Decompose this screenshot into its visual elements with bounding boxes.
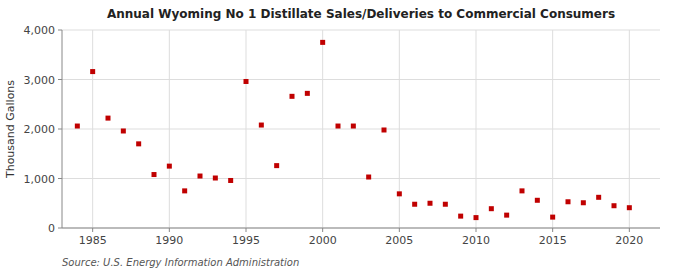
point bbox=[290, 94, 295, 99]
point bbox=[274, 163, 279, 168]
point bbox=[504, 213, 509, 218]
point bbox=[397, 191, 402, 196]
x-tick bbox=[476, 228, 477, 232]
point bbox=[167, 164, 172, 169]
y-grid-line bbox=[62, 178, 660, 179]
point bbox=[320, 40, 325, 45]
point bbox=[581, 200, 586, 205]
point bbox=[75, 124, 80, 129]
point bbox=[351, 124, 356, 129]
x-grid-line bbox=[246, 30, 247, 228]
point bbox=[244, 79, 249, 84]
grid bbox=[62, 30, 660, 228]
point bbox=[121, 128, 126, 133]
point bbox=[520, 188, 525, 193]
y-tick-label: 1,000 bbox=[24, 173, 56, 186]
point bbox=[259, 123, 264, 128]
axes: 0 1,000 2,000 3,000 4,000 1985 1990 1995 2000 200… bbox=[24, 24, 661, 247]
x-tick bbox=[552, 228, 553, 232]
point bbox=[489, 206, 494, 211]
point bbox=[213, 176, 218, 181]
x-tick-label: 2005 bbox=[385, 234, 413, 247]
chart: Annual Wyoming No 1 Distillate Sales/Del… bbox=[0, 0, 675, 275]
point bbox=[152, 172, 157, 177]
points bbox=[75, 40, 632, 220]
x-tick-label: 1995 bbox=[232, 234, 260, 247]
point bbox=[228, 178, 233, 183]
x-grid-line bbox=[552, 30, 553, 228]
point bbox=[596, 195, 601, 200]
point bbox=[305, 91, 310, 96]
point bbox=[535, 198, 540, 203]
y-tick-label: 2,000 bbox=[24, 123, 56, 136]
x-grid-line bbox=[399, 30, 400, 228]
point bbox=[366, 175, 371, 180]
y-tick-label: 4,000 bbox=[24, 24, 56, 37]
point bbox=[627, 205, 632, 210]
y-tick bbox=[58, 178, 62, 179]
x-tick bbox=[246, 228, 247, 232]
y-tick bbox=[58, 79, 62, 80]
point bbox=[90, 69, 95, 74]
point bbox=[474, 215, 479, 220]
point bbox=[443, 202, 448, 207]
y-axis-line bbox=[62, 30, 63, 228]
point bbox=[106, 116, 111, 121]
x-grid-line bbox=[476, 30, 477, 228]
x-axis-line bbox=[62, 228, 660, 229]
x-tick-label: 2015 bbox=[539, 234, 567, 247]
x-tick-label: 2000 bbox=[309, 234, 337, 247]
point bbox=[198, 174, 203, 179]
point bbox=[336, 124, 341, 129]
y-tick bbox=[58, 129, 62, 130]
point bbox=[458, 214, 463, 219]
x-tick-label: 1990 bbox=[155, 234, 183, 247]
point bbox=[566, 199, 571, 204]
x-tick-label: 2010 bbox=[462, 234, 490, 247]
point bbox=[412, 202, 417, 207]
y-grid-line bbox=[62, 79, 660, 80]
y-tick-label: 0 bbox=[48, 222, 55, 235]
x-tick bbox=[629, 228, 630, 232]
x-grid-line bbox=[169, 30, 170, 228]
point bbox=[428, 201, 433, 206]
point bbox=[382, 127, 387, 132]
x-tick bbox=[169, 228, 170, 232]
x-grid-line bbox=[629, 30, 630, 228]
point bbox=[612, 203, 617, 208]
x-tick bbox=[399, 228, 400, 232]
x-tick-label: 1985 bbox=[79, 234, 107, 247]
y-grid-line bbox=[62, 129, 660, 130]
x-tick-label: 2020 bbox=[615, 234, 643, 247]
x-tick bbox=[92, 228, 93, 232]
x-grid-line bbox=[322, 30, 323, 228]
source: Source: U.S. Energy Information Administ… bbox=[62, 257, 299, 268]
y-tick bbox=[58, 30, 62, 31]
y-tick bbox=[58, 228, 62, 229]
x-grid-line bbox=[92, 30, 93, 228]
point bbox=[550, 215, 555, 220]
point bbox=[136, 141, 141, 146]
x-tick bbox=[322, 228, 323, 232]
point bbox=[182, 188, 187, 193]
y-grid-line bbox=[62, 30, 660, 31]
y-grid-line bbox=[62, 228, 660, 229]
y-tick-label: 3,000 bbox=[24, 74, 56, 87]
y-axis-label: Thousand Gallons bbox=[4, 80, 17, 179]
title: Annual Wyoming No 1 Distillate Sales/Del… bbox=[107, 7, 615, 21]
